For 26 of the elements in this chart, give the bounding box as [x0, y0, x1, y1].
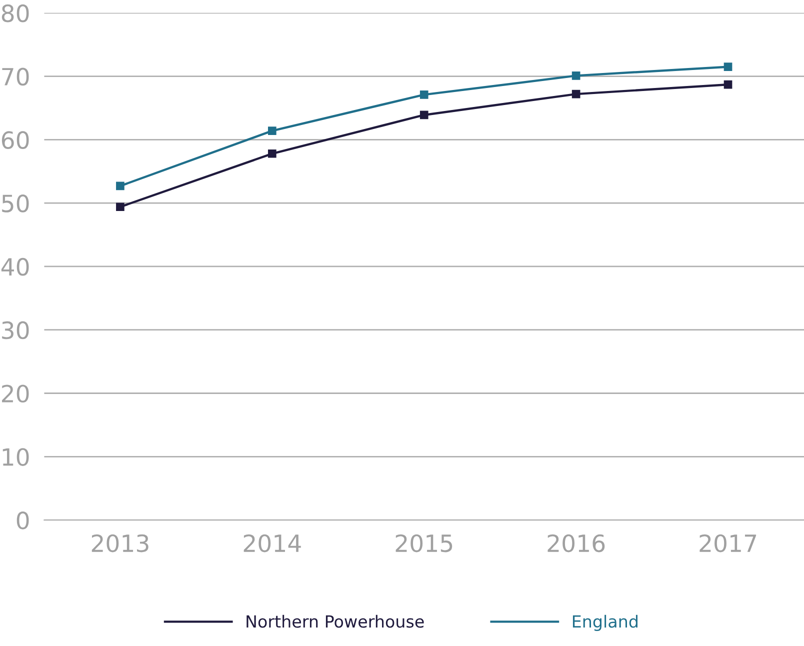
- point: [724, 62, 732, 71]
- point: [116, 182, 124, 190]
- y-tick-label: 60: [2, 131, 29, 150]
- legend-label: England: [572, 614, 638, 631]
- x-tick-label: 2013: [92, 534, 148, 552]
- x-tick-label: 2015: [396, 534, 452, 552]
- y-tick-label: 10: [2, 448, 29, 466]
- point: [572, 72, 580, 80]
- y-tick-label: 70: [2, 68, 29, 86]
- y-tick-label: 40: [1, 258, 29, 276]
- point: [268, 149, 276, 158]
- point: [116, 202, 124, 212]
- x-tick-label: 2016: [548, 534, 605, 552]
- point: [724, 80, 732, 89]
- point: [420, 110, 428, 120]
- point: [572, 90, 580, 98]
- y-tick-label: 0: [16, 511, 29, 530]
- y-tick-label: 80: [2, 4, 29, 22]
- y-tick-label: 30: [2, 321, 29, 340]
- y-tick-label: 20: [2, 384, 29, 403]
- x-tick-label: 2017: [700, 534, 756, 552]
- point: [268, 126, 276, 135]
- x-tick-label: 2014: [244, 534, 301, 552]
- y-tick-label: 50: [2, 194, 29, 212]
- legend-label: Northern Powerhouse: [246, 614, 424, 628]
- point: [420, 90, 428, 99]
